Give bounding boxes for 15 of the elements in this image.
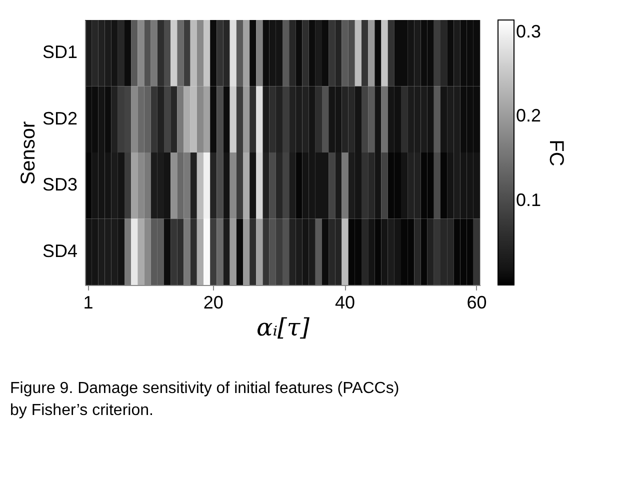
y-axis-title: Sensor <box>17 120 40 185</box>
y-tick-label: SD4 <box>42 240 78 261</box>
x-tick-label: 1 <box>83 292 94 312</box>
color-bar-label: 0.2 <box>516 106 542 126</box>
y-tick-label: SD2 <box>42 108 78 128</box>
x-tick-label: 60 <box>466 292 487 312</box>
color-bar-label: 0.3 <box>516 22 542 42</box>
x-axis-title: αᵢ[τ] <box>256 314 310 342</box>
y-tick-label: SD1 <box>42 42 78 62</box>
x-tick-label: 40 <box>335 292 356 312</box>
x-tick-label: 20 <box>203 292 224 312</box>
y-tick-label: SD3 <box>42 174 78 195</box>
color-bar-label: 0.1 <box>516 190 542 210</box>
color-bar-title: FC <box>545 140 567 166</box>
caption: Figure 9. Damage sensitivity of initial features (PACCs) by Fisher’s criterion. <box>10 380 400 419</box>
